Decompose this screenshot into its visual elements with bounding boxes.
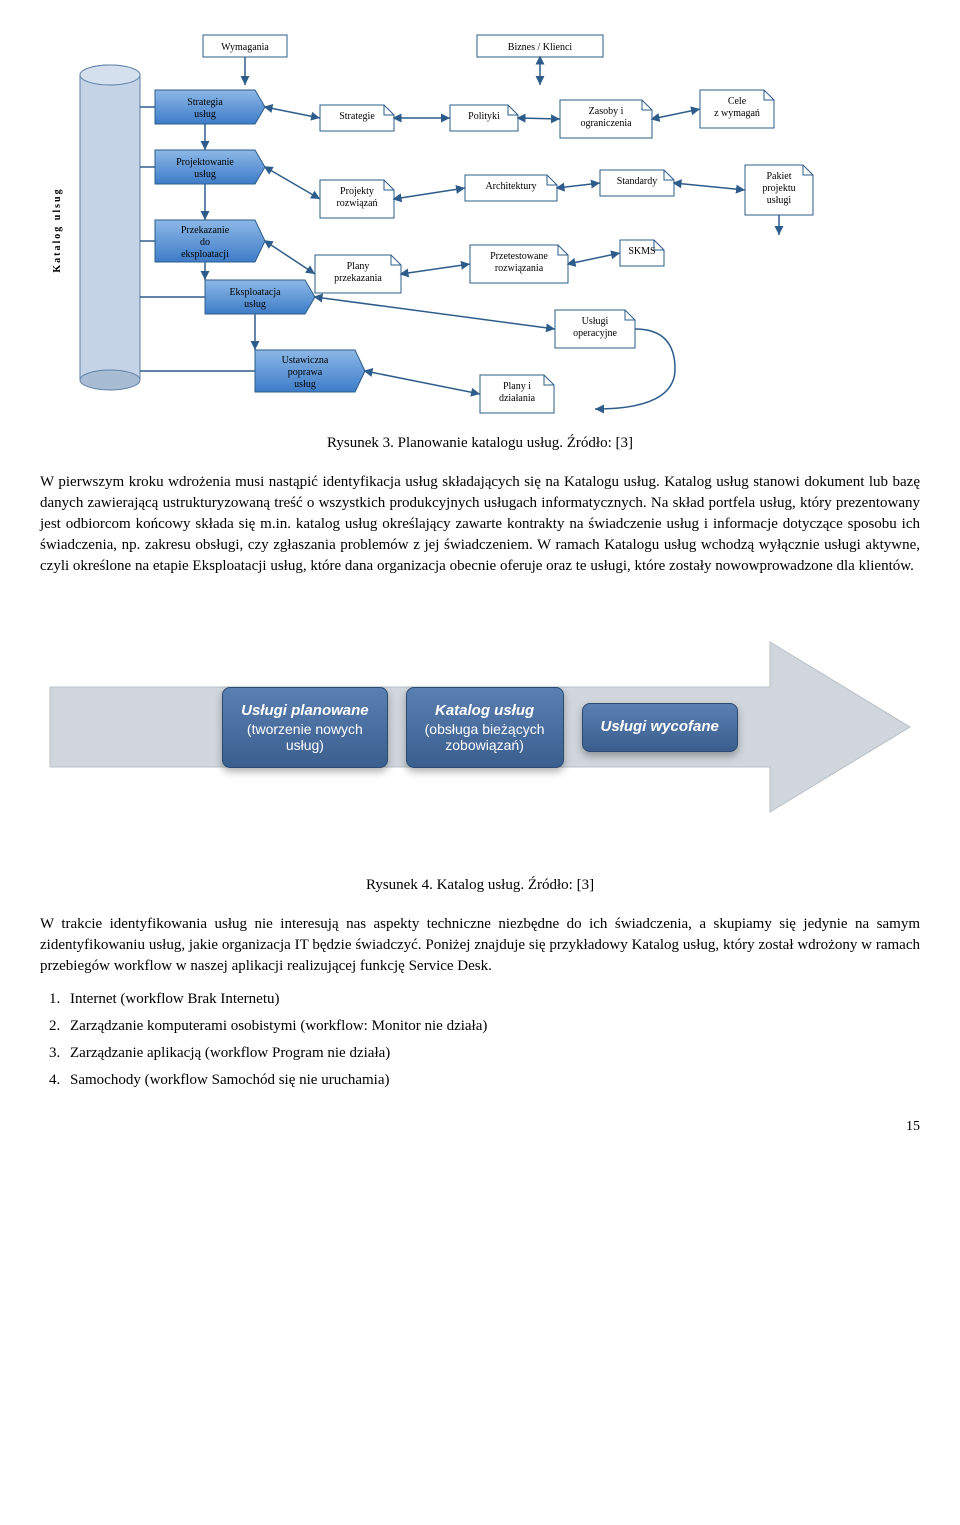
figure-2-caption: Rysunek 4. Katalog usług. Źródło: [3] (40, 877, 920, 894)
svg-text:SKMS: SKMS (628, 246, 655, 257)
list-item: Zarządzanie aplikacją (workflow Program … (64, 1045, 920, 1062)
block-title: Usługi wycofane (601, 718, 719, 735)
svg-text:Projektyrozwiązań: Projektyrozwiązań (336, 186, 377, 209)
svg-text:Pakietprojektuusługi: Pakietprojektuusługi (762, 171, 795, 206)
list-item: Internet (workflow Brak Internetu) (64, 991, 920, 1008)
paragraph-2: W trakcie identyfikowania usług nie inte… (40, 914, 920, 977)
svg-text:Katalog ulsug: Katalog ulsug (52, 187, 63, 272)
page-number: 15 (40, 1119, 920, 1135)
block-withdrawn-services: Usługi wycofane (582, 703, 738, 752)
figure-1: Katalog ulsug Wymagania Biznes / Klienci S… (40, 20, 920, 420)
svg-text:Standardy: Standardy (617, 176, 658, 187)
block-service-catalog: Katalog usług (obsługa bieżących zobowią… (406, 687, 564, 768)
catalog-arrow-figure: Usługi planowane (tworzenie nowych usług… (40, 627, 920, 827)
svg-text:Przetestowanerozwiązania: Przetestowanerozwiązania (490, 251, 548, 274)
list-item: Zarządzanie komputerami osobistymi (work… (64, 1018, 920, 1035)
catalog-list: Internet (workflow Brak Internetu) Zarzą… (40, 991, 920, 1089)
cylinder-catalog: Katalog ulsug (52, 65, 140, 390)
svg-text:Plany idziałania: Plany idziałania (499, 381, 536, 404)
svg-text:Polityki: Polityki (468, 111, 500, 122)
block-title: Usługi planowane (241, 702, 369, 719)
svg-text:Biznes / Klienci: Biznes / Klienci (508, 42, 573, 53)
planning-diagram: Katalog ulsug Wymagania Biznes / Klienci S… (40, 20, 860, 420)
list-item: Samochody (workflow Samochód się nie uru… (64, 1072, 920, 1089)
svg-text:Architektury: Architektury (485, 181, 536, 192)
block-sub: zobowiązań) (425, 737, 545, 753)
block-title: Katalog usług (425, 702, 545, 719)
svg-text:Strategie: Strategie (339, 111, 375, 122)
paragraph-1: W pierwszym kroku wdrożenia musi nastąpi… (40, 472, 920, 577)
block-sub: usług) (241, 737, 369, 753)
block-sub: (obsługa bieżących (425, 721, 545, 737)
block-sub: (tworzenie nowych (241, 721, 369, 737)
block-planned-services: Usługi planowane (tworzenie nowych usług… (222, 687, 388, 768)
svg-text:Wymagania: Wymagania (221, 42, 269, 53)
figure-1-caption: Rysunek 3. Planowanie katalogu usług. Źr… (40, 435, 920, 452)
